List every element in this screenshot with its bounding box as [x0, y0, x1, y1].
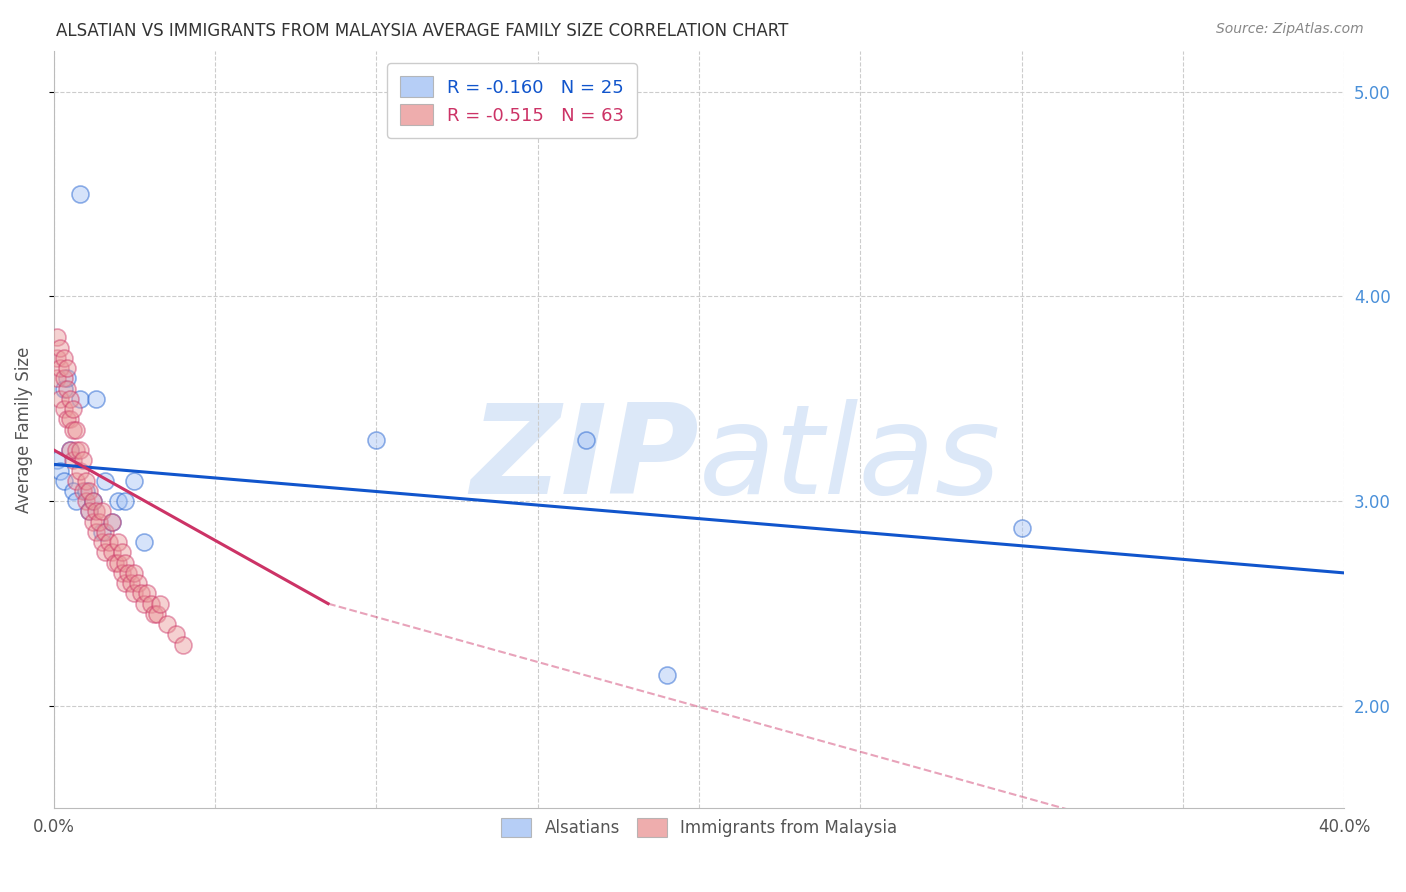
Point [82, 515, 104, 529]
Point [49, 392, 72, 406]
Text: ZIP: ZIP [471, 400, 699, 520]
Point [52, 382, 75, 396]
Point [107, 556, 129, 570]
Point [110, 566, 132, 580]
Point [146, 607, 169, 621]
Point [62, 402, 84, 417]
Point [62, 453, 84, 467]
Point [124, 586, 146, 600]
Point [55, 412, 77, 426]
Point [69, 187, 91, 202]
Point [59, 443, 82, 458]
Point [72, 483, 94, 498]
Point [55, 371, 77, 385]
Point [55, 382, 77, 396]
Point [101, 545, 124, 559]
Point [79, 504, 101, 518]
Point [75, 474, 97, 488]
Point [134, 535, 156, 549]
Text: atlas: atlas [699, 400, 1001, 520]
Point [82, 494, 104, 508]
Point [75, 483, 97, 498]
Point [82, 494, 104, 508]
Point [94, 474, 117, 488]
Point [134, 597, 156, 611]
Point [114, 576, 136, 591]
Point [62, 423, 84, 437]
Point [49, 361, 72, 376]
Point [114, 494, 136, 508]
Point [139, 597, 162, 611]
Legend: Alsatians, Immigrants from Malaysia: Alsatians, Immigrants from Malaysia [494, 810, 905, 846]
Point [91, 535, 114, 549]
Point [136, 586, 159, 600]
Point [59, 443, 82, 458]
Point [142, 607, 165, 621]
Point [575, 433, 598, 447]
Point [62, 483, 84, 498]
Point [79, 504, 101, 518]
Point [55, 361, 77, 376]
Point [84, 524, 107, 539]
Point [107, 535, 129, 549]
Point [52, 371, 75, 385]
Point [94, 524, 117, 539]
Point [59, 392, 82, 406]
Point [69, 392, 91, 406]
Point [165, 627, 187, 641]
Point [65, 443, 87, 458]
Point [124, 474, 146, 488]
Point [149, 597, 172, 611]
Point [117, 566, 139, 580]
Text: Source: ZipAtlas.com: Source: ZipAtlas.com [1216, 22, 1364, 37]
Point [101, 515, 124, 529]
Point [366, 433, 388, 447]
Point [104, 556, 127, 570]
Point [156, 617, 179, 632]
Point [52, 402, 75, 417]
Point [84, 504, 107, 518]
Point [49, 341, 72, 355]
Point [46, 330, 69, 344]
Point [72, 453, 94, 467]
Point [1011, 521, 1033, 535]
Point [59, 412, 82, 426]
Point [101, 515, 124, 529]
Point [87, 515, 110, 529]
Point [127, 576, 149, 591]
Point [91, 504, 114, 518]
Point [65, 474, 87, 488]
Point [655, 668, 678, 682]
Point [97, 535, 120, 549]
Point [46, 351, 69, 365]
Text: ALSATIAN VS IMMIGRANTS FROM MALAYSIA AVERAGE FAMILY SIZE CORRELATION CHART: ALSATIAN VS IMMIGRANTS FROM MALAYSIA AVE… [56, 22, 789, 40]
Point [65, 423, 87, 437]
Point [94, 545, 117, 559]
Point [49, 463, 72, 477]
Point [84, 392, 107, 406]
Point [114, 556, 136, 570]
Point [120, 576, 142, 591]
Point [69, 463, 91, 477]
Point [79, 483, 101, 498]
Point [69, 443, 91, 458]
Point [91, 524, 114, 539]
Point [65, 494, 87, 508]
Point [124, 566, 146, 580]
Point [110, 545, 132, 559]
Y-axis label: Average Family Size: Average Family Size [15, 346, 32, 513]
Point [75, 494, 97, 508]
Point [52, 351, 75, 365]
Point [107, 494, 129, 508]
Point [46, 371, 69, 385]
Point [172, 638, 194, 652]
Point [46, 453, 69, 467]
Point [129, 586, 152, 600]
Point [52, 474, 75, 488]
